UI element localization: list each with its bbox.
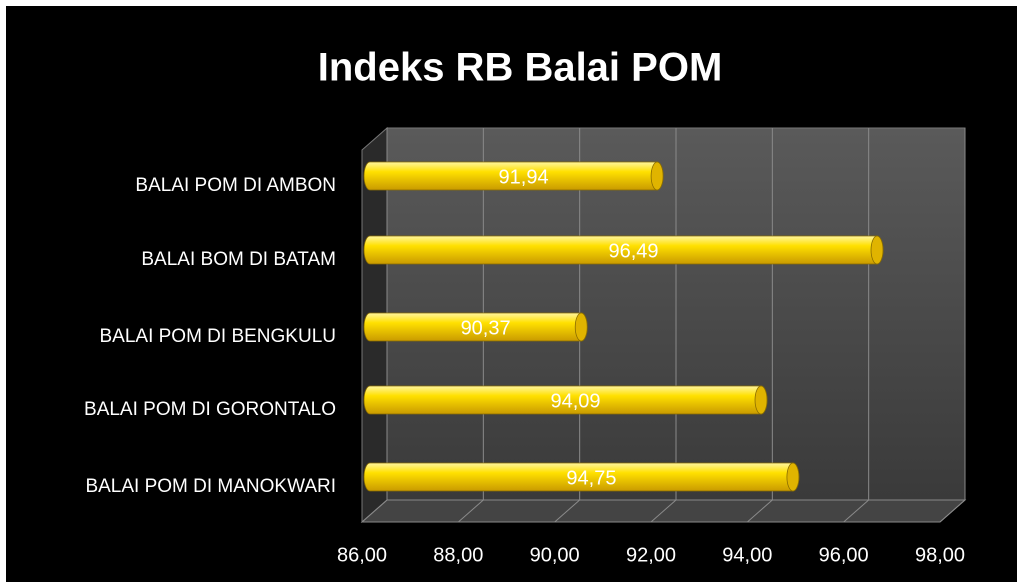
y-tick-label: BALAI POM DI BENGKULU — [99, 326, 336, 347]
value-label: 91,94 — [499, 166, 549, 188]
y-tick-label: BALAI POM DI MANOKWARI — [85, 476, 336, 497]
y-tick-label: BALAI POM DI AMBON — [135, 175, 336, 196]
x-tick-label: 94,00 — [722, 544, 772, 566]
chart-title: Indeks RB Balai POM — [318, 46, 723, 90]
value-label: 94,75 — [566, 467, 616, 489]
x-tick-label: 90,00 — [530, 544, 580, 566]
x-tick-label: 92,00 — [626, 544, 676, 566]
y-tick-label: BALAI POM DI GORONTALO — [84, 399, 336, 420]
x-tick-label: 98,00 — [915, 544, 965, 566]
x-tick-label: 86,00 — [337, 544, 387, 566]
bar-cap — [786, 462, 800, 492]
x-tick-label: 96,00 — [819, 544, 869, 566]
x-tick-label: 88,00 — [433, 544, 483, 566]
bar-cap — [650, 161, 664, 191]
grid-line — [939, 128, 966, 523]
value-label: 96,49 — [608, 240, 658, 262]
bar-cap — [870, 235, 884, 265]
value-label: 90,37 — [461, 317, 511, 339]
bar-cap — [574, 312, 588, 342]
y-tick-label: BALAI BOM DI BATAM — [141, 249, 336, 270]
value-label: 94,09 — [550, 390, 600, 412]
bar-cap — [754, 385, 768, 415]
